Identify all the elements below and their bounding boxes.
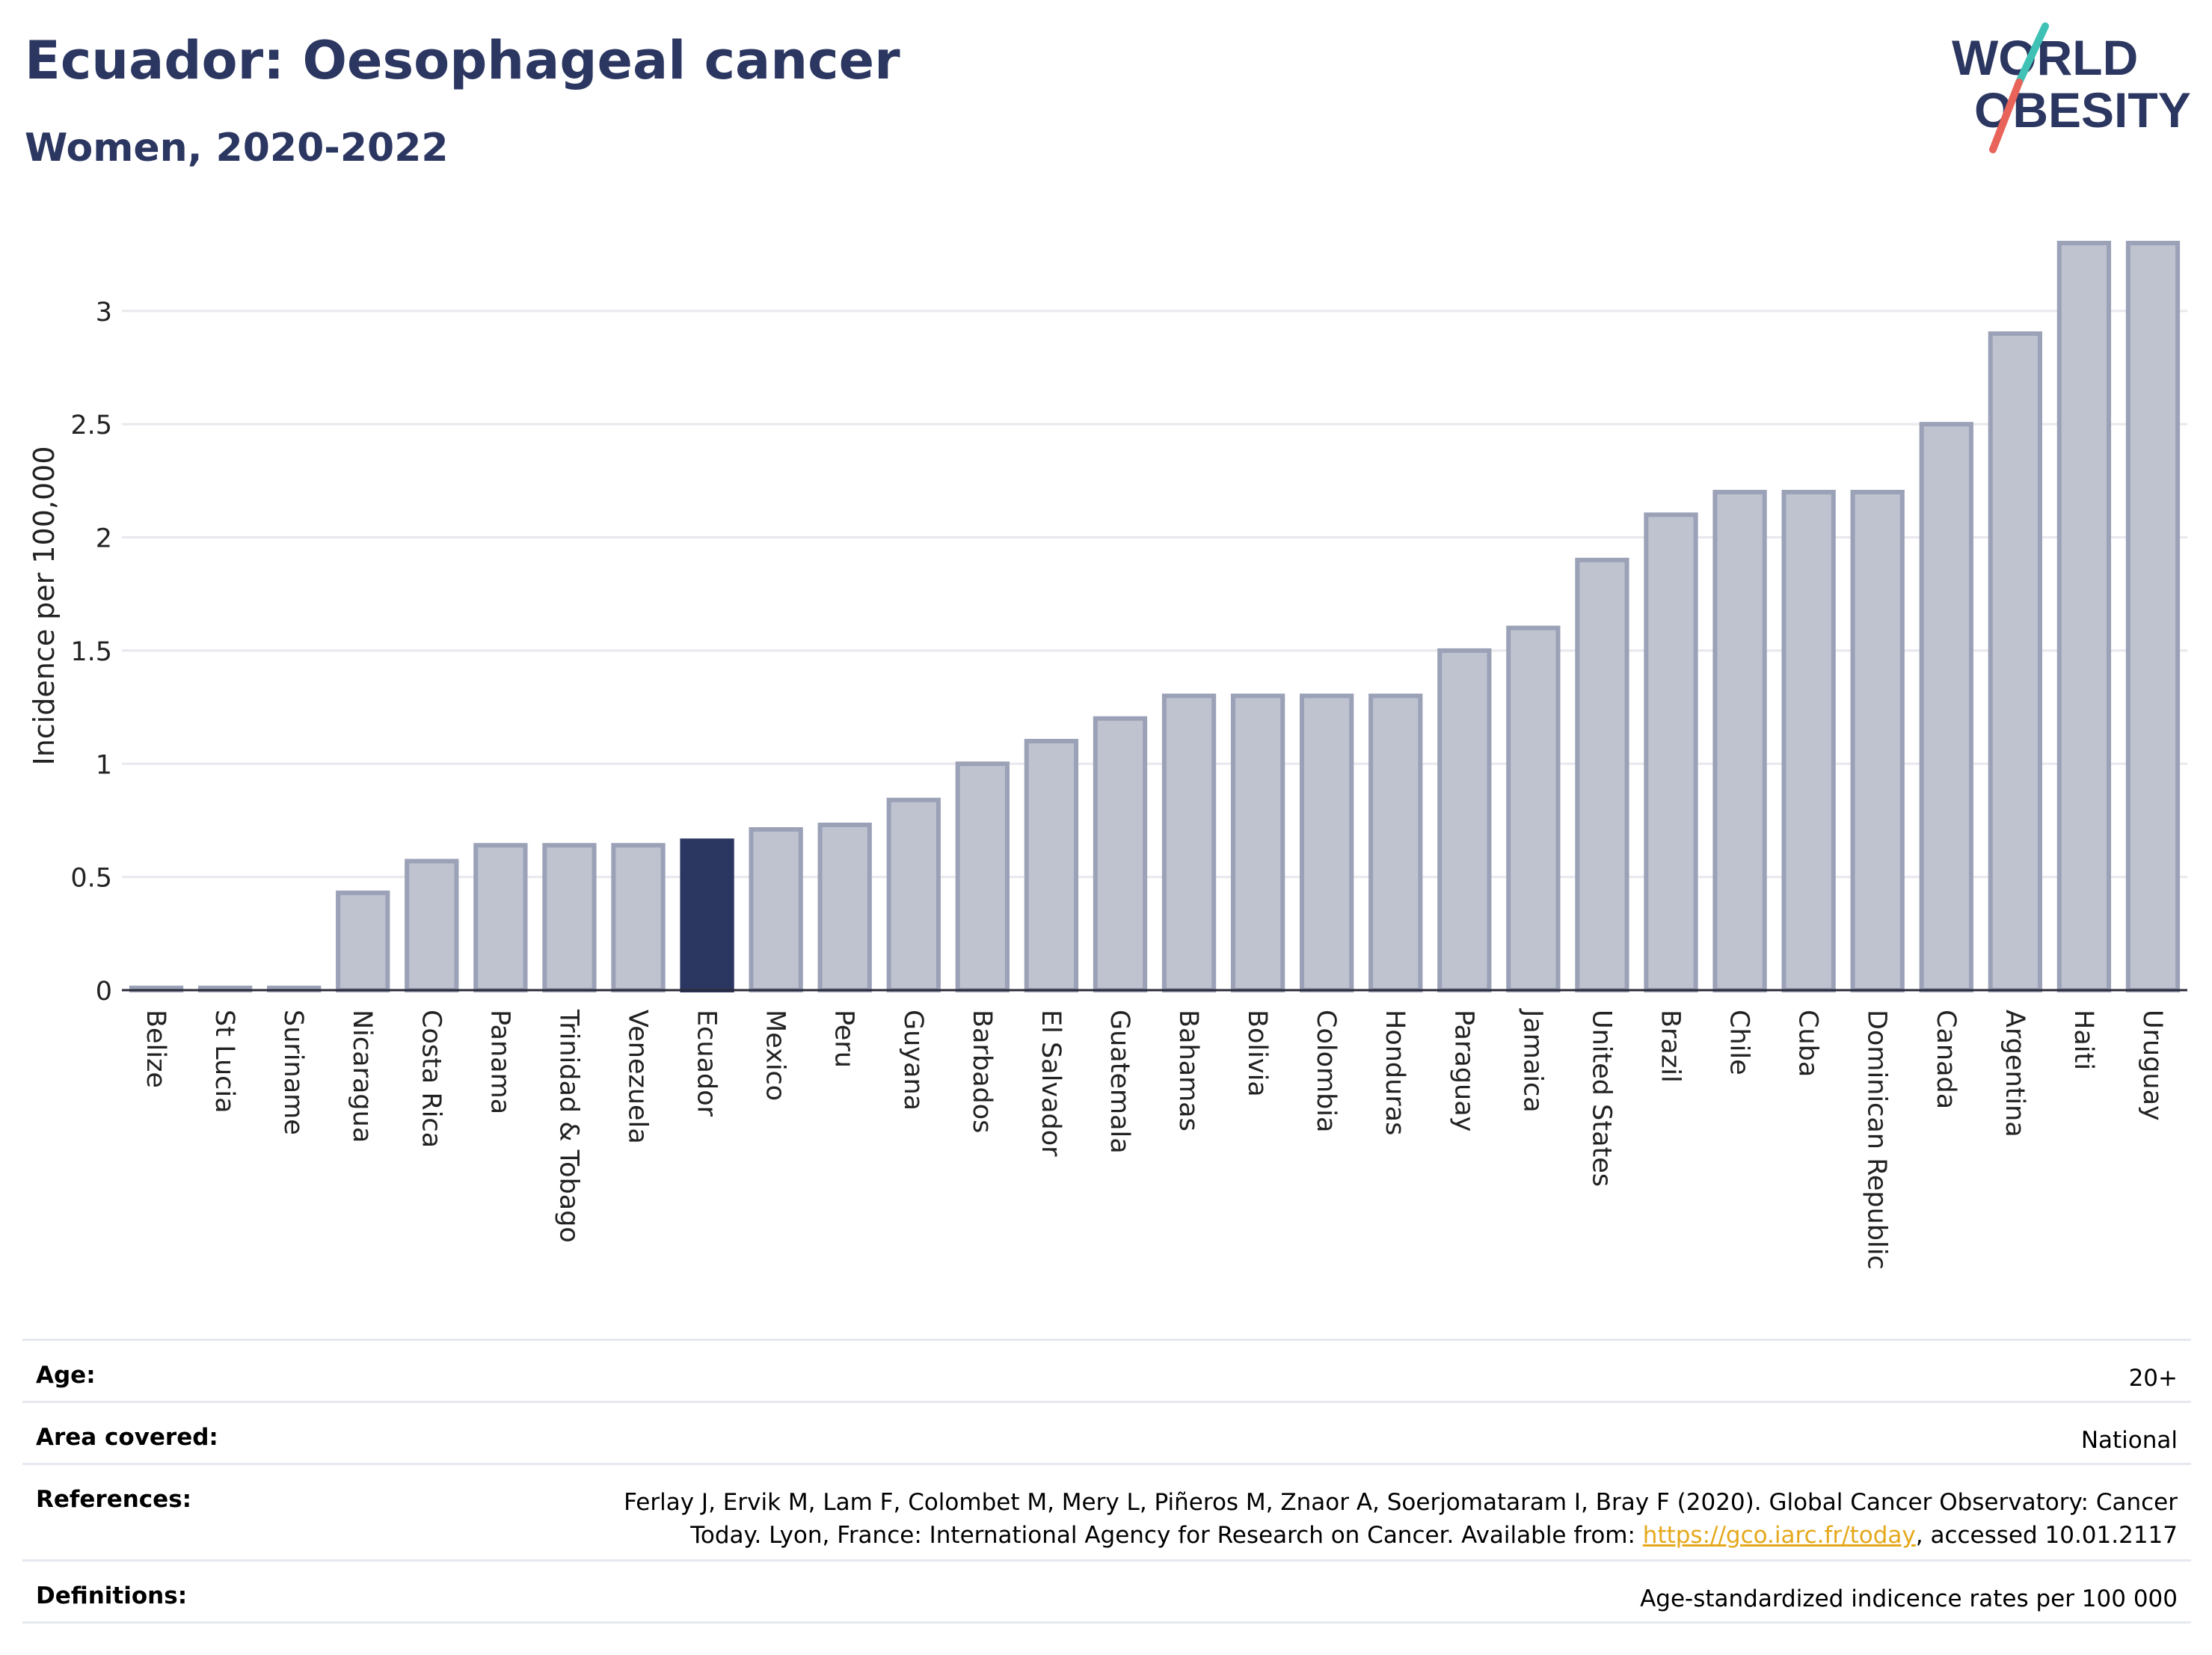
meta-row-definitions: Definitions: Age-standardized indicence … bbox=[22, 1559, 2191, 1624]
x-tick-label: Canada bbox=[1931, 1010, 1961, 1109]
x-tick-label: Guatemala bbox=[1105, 1010, 1134, 1154]
x-tick-label: Nicaragua bbox=[347, 1010, 377, 1143]
bar-uruguay bbox=[2125, 241, 2181, 992]
x-tick-label: Brazil bbox=[1656, 1010, 1686, 1083]
y-tick-label: 2 bbox=[96, 524, 112, 554]
world-obesity-logo: WORLD OBESITY bbox=[1952, 22, 2191, 153]
references-value: Ferlay J, Ervik M, Lam F, Colombet M, Me… bbox=[624, 1486, 2178, 1552]
definitions-label: Definitions: bbox=[36, 1582, 188, 1609]
x-tick-label: Trinidad & Tobago bbox=[553, 1009, 583, 1243]
meta-row-references: References: Ferlay J, Ervik M, Lam F, Co… bbox=[22, 1463, 2191, 1559]
x-tick-label: Bolivia bbox=[1242, 1010, 1272, 1097]
y-tick-label: 0.5 bbox=[70, 864, 112, 894]
bar-chile bbox=[1712, 490, 1767, 992]
y-tick-label: 2.5 bbox=[70, 411, 112, 440]
bar-peru bbox=[817, 823, 872, 992]
bar-honduras bbox=[1368, 693, 1423, 992]
bar-ecuador bbox=[680, 838, 734, 992]
bar-bolivia bbox=[1230, 693, 1285, 992]
chart-subtitle: Women, 2020-2022 bbox=[25, 126, 449, 171]
x-tick-label: Mexico bbox=[761, 1010, 790, 1101]
x-tick-label: Dominican Republic bbox=[1862, 1010, 1892, 1270]
x-tick-label: Haiti bbox=[2068, 1010, 2098, 1070]
x-tick-label: Guyana bbox=[898, 1010, 928, 1111]
bar-panama bbox=[473, 843, 528, 992]
x-tick-label: Costa Rica bbox=[416, 1010, 446, 1148]
chart-title: Ecuador: Oesophageal cancer bbox=[25, 30, 900, 91]
bar-haiti bbox=[2056, 241, 2112, 992]
meta-row-area: Area covered: National bbox=[22, 1401, 2191, 1463]
axes: 0 0.5 1 1.5 2 2.5 3 Belize St Lucia Suriname Nicar… bbox=[70, 298, 2187, 1270]
bar-venezuela bbox=[611, 843, 666, 992]
bar-colombia bbox=[1300, 693, 1354, 992]
x-tick-label: Belize bbox=[141, 1010, 170, 1088]
logo-slash-teal bbox=[2015, 22, 2049, 86]
references-label: References: bbox=[36, 1486, 192, 1513]
y-axis-label: Incidence per 100,000 bbox=[28, 446, 61, 765]
bar-guatemala bbox=[1093, 716, 1148, 993]
definitions-value: Age-standardized indicence rates per 100… bbox=[1640, 1585, 2178, 1612]
logo-line1: WORLD bbox=[1952, 30, 2138, 85]
references-line2-post: , accessed 10.01.2117 bbox=[1915, 1522, 2178, 1549]
bar-mexico bbox=[749, 827, 803, 992]
x-tick-label: Honduras bbox=[1380, 1010, 1410, 1135]
x-tick-label: United States bbox=[1586, 1010, 1616, 1187]
age-label: Age: bbox=[36, 1362, 96, 1389]
x-tick-label: Panama bbox=[485, 1010, 514, 1114]
y-tick-label: 0 bbox=[96, 977, 112, 1007]
bar-nicaragua bbox=[336, 890, 390, 992]
bar-cuba bbox=[1781, 490, 1836, 992]
x-tick-label: St Lucia bbox=[209, 1010, 239, 1114]
bars bbox=[129, 241, 2181, 993]
area-value: National bbox=[2080, 1427, 2178, 1454]
bar-bahamas bbox=[1161, 693, 1217, 992]
x-tick-label: Colombia bbox=[1311, 1010, 1341, 1132]
bar-paraguay bbox=[1437, 648, 1492, 993]
x-tick-label: Paraguay bbox=[1448, 1010, 1478, 1132]
area-label: Area covered: bbox=[36, 1424, 218, 1451]
bar-el-salvador bbox=[1024, 739, 1079, 992]
x-tick-label: El Salvador bbox=[1036, 1010, 1066, 1157]
y-tick-label: 1 bbox=[96, 750, 112, 780]
bar-canada bbox=[1919, 422, 1973, 992]
x-tick-label: Bahamas bbox=[1173, 1010, 1203, 1132]
y-tick-label: 1.5 bbox=[70, 637, 112, 667]
x-tick-label: Cuba bbox=[1793, 1010, 1823, 1077]
references-line1: Ferlay J, Ervik M, Lam F, Colombet M, Me… bbox=[624, 1489, 2178, 1516]
bar-jamaica bbox=[1506, 625, 1561, 992]
meta-row-age: Age: 20+ bbox=[22, 1339, 2191, 1401]
x-tick-label: Uruguay bbox=[2137, 1010, 2167, 1121]
x-tick-label: Suriname bbox=[278, 1010, 308, 1135]
grid-lines bbox=[122, 310, 2187, 879]
x-tick-label: Venezuela bbox=[623, 1010, 653, 1144]
bar-united-states bbox=[1575, 557, 1629, 992]
age-value: 20+ bbox=[2128, 1365, 2178, 1392]
bar-costa-rica bbox=[405, 859, 459, 992]
x-tick-label: Jamaica bbox=[1517, 1008, 1547, 1113]
references-link[interactable]: https://gco.iarc.fr/today bbox=[1642, 1522, 1916, 1549]
x-tick-label: Peru bbox=[829, 1010, 859, 1068]
bar-trinidad-tobago bbox=[542, 843, 597, 992]
bar-chart: 0 0.5 1 1.5 2 2.5 3 Belize St Lucia Suriname Nicar… bbox=[28, 241, 2187, 1270]
bar-argentina bbox=[1988, 331, 2042, 993]
metadata-table: Age: 20+ Area covered: National Referenc… bbox=[22, 1339, 2191, 1624]
x-tick-label: Barbados bbox=[967, 1010, 997, 1133]
bar-barbados bbox=[955, 761, 1010, 992]
y-tick-label: 3 bbox=[96, 298, 112, 328]
logo-slash-red bbox=[1989, 79, 2023, 153]
references-line2-pre: Today. Lyon, France: International Agenc… bbox=[690, 1522, 1643, 1549]
x-tick-label: Argentina bbox=[2000, 1010, 2030, 1137]
bar-dominican-republic bbox=[1850, 490, 1905, 992]
x-tick-label: Chile bbox=[1724, 1010, 1754, 1075]
bar-brazil bbox=[1644, 512, 1698, 992]
x-tick-label: Ecuador bbox=[692, 1010, 722, 1117]
bar-guyana bbox=[886, 797, 941, 993]
